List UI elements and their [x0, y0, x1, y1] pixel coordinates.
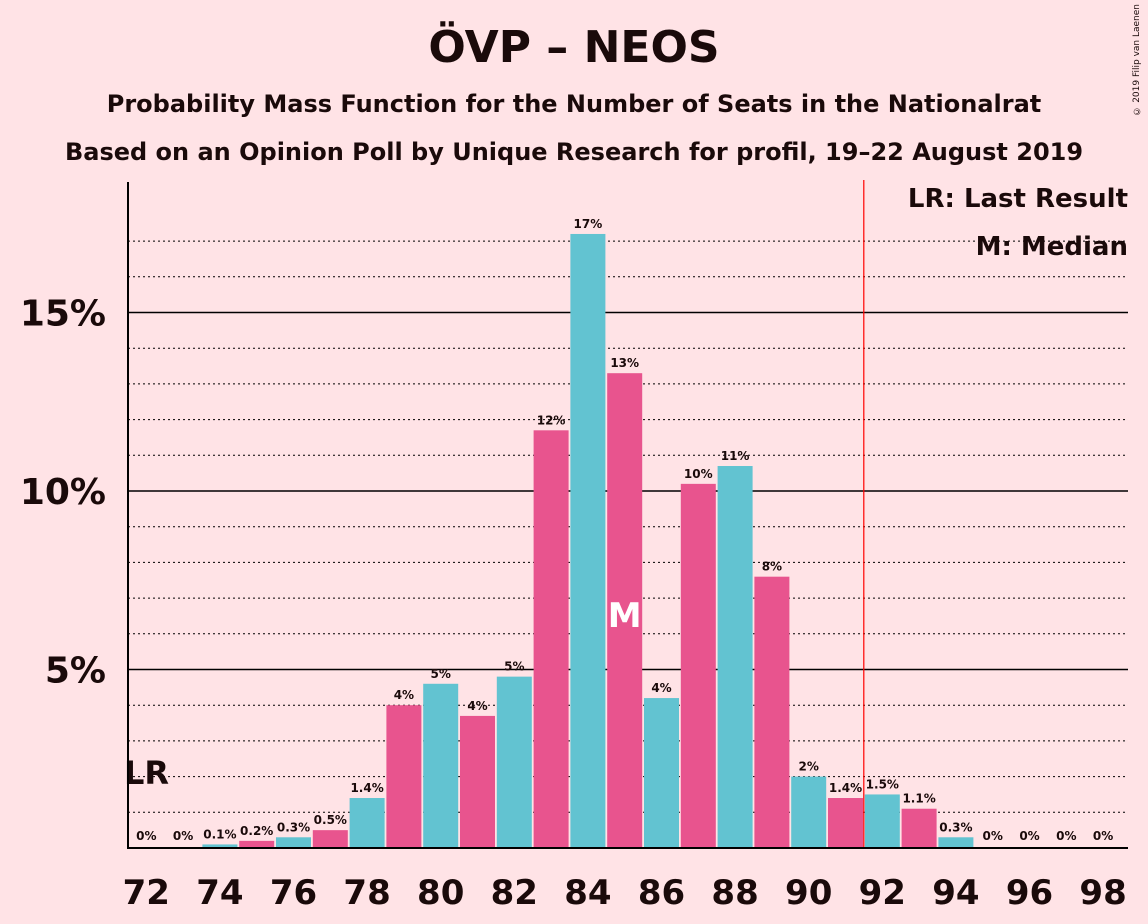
x-tick-label: 98 [1079, 873, 1126, 913]
bar-value-label: 11% [721, 449, 750, 463]
bar-seat-81 [460, 715, 495, 848]
bar-seat-84 [570, 233, 606, 848]
bar-seat-78 [349, 798, 385, 848]
bar-value-label: 0% [1019, 829, 1039, 843]
bar-value-label: 1.5% [866, 777, 899, 791]
bar-seat-87 [680, 483, 716, 848]
bar-value-label: 4% [651, 681, 671, 695]
bar-value-label: 12% [537, 413, 566, 427]
legend-median: M: Median [975, 232, 1128, 262]
bar-seat-75 [239, 840, 275, 848]
bar-value-label: 0.5% [314, 813, 347, 827]
bar-seat-88 [717, 466, 753, 848]
x-tick-label: 94 [932, 873, 979, 913]
x-tick-label: 84 [564, 873, 611, 913]
bar-seat-94 [938, 837, 974, 848]
bar-seat-74 [202, 844, 238, 848]
bar-value-label: 1.4% [350, 781, 383, 795]
bar-value-label: 0% [983, 829, 1003, 843]
bar-seat-89 [754, 576, 790, 848]
bar-seat-80 [423, 683, 459, 848]
bar-value-label: 4% [467, 699, 487, 713]
bar-value-label: 8% [762, 560, 782, 574]
x-tick-label: 80 [417, 873, 464, 913]
x-tick-label: 78 [343, 873, 390, 913]
x-tick-label: 86 [638, 873, 685, 913]
bar-seat-90 [791, 776, 827, 848]
bar-value-label: 0% [1056, 829, 1076, 843]
bar-value-label: 5% [504, 660, 524, 674]
bar-value-label: 1.1% [902, 792, 935, 806]
bar-seat-93 [901, 808, 937, 848]
bar-seat-86 [644, 698, 679, 848]
bar-seat-92 [864, 794, 900, 848]
bar-value-label: 0.2% [240, 824, 273, 838]
bar-seat-77 [312, 830, 348, 848]
bar-value-label: 2% [799, 760, 819, 774]
bar-value-label: 0.3% [277, 820, 310, 834]
chart-source: Based on an Opinion Poll by Unique Resea… [64, 138, 1084, 166]
x-tick-label: 96 [1006, 873, 1053, 913]
median-marker: M [608, 596, 642, 636]
y-tick-label: 10% [20, 472, 106, 513]
bar-seat-83 [533, 430, 569, 848]
bar-value-label: 0% [136, 829, 156, 843]
bar-value-label: 13% [610, 356, 639, 370]
y-tick-label: 5% [45, 651, 106, 692]
x-tick-label: 74 [196, 873, 243, 913]
bar-value-label: 0.3% [939, 820, 972, 834]
bar-value-label: 5% [431, 667, 451, 681]
bar-value-label: 4% [394, 688, 414, 702]
bar-seat-79 [386, 705, 422, 848]
bar-value-label: 0% [173, 829, 193, 843]
legend-last-result: LR: Last Result [907, 184, 1128, 214]
x-tick-label: 82 [491, 873, 538, 913]
last-result-marker: LR [124, 754, 169, 792]
bar-seat-82 [496, 676, 532, 848]
x-tick-label: 90 [785, 873, 832, 913]
y-tick-label: 15% [20, 294, 106, 335]
bar-value-label: 1.4% [829, 781, 862, 795]
chart-title: ÖVP – NEOS [428, 22, 720, 73]
bar-seat-91 [828, 798, 863, 848]
bar-value-label: 0.1% [203, 827, 236, 841]
x-tick-label: 88 [711, 873, 758, 913]
bar-value-label: 0% [1093, 829, 1113, 843]
x-tick-label: 76 [270, 873, 317, 913]
bar-seat-85 [607, 373, 643, 848]
bar-value-label: 10% [684, 467, 713, 481]
chart-subtitle: Probability Mass Function for the Number… [106, 90, 1042, 118]
bar-seat-76 [276, 837, 311, 848]
x-tick-label: 92 [859, 873, 906, 913]
x-tick-label: 72 [123, 873, 170, 913]
bar-value-label: 17% [574, 217, 603, 231]
